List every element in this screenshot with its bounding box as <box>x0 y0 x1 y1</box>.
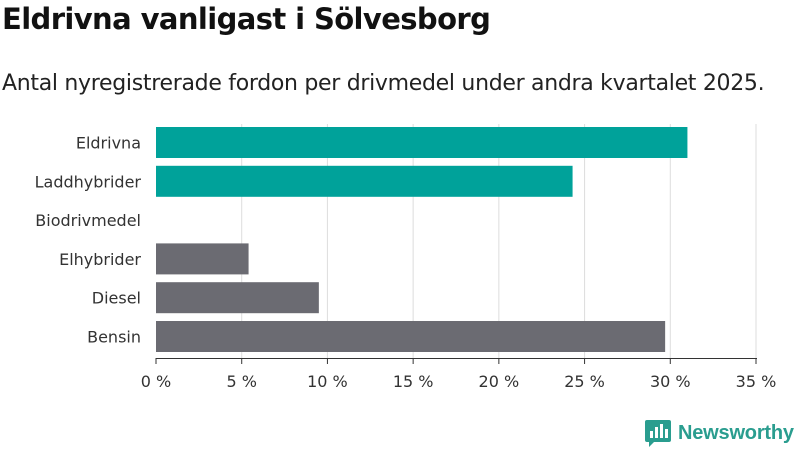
x-tick-label: 10 % <box>307 372 348 391</box>
x-tick-label: 35 % <box>736 372 777 391</box>
x-tick-label: 20 % <box>479 372 520 391</box>
x-tick-label: 0 % <box>141 372 171 391</box>
category-label: Biodrivmedel <box>35 211 141 230</box>
category-label: Elhybrider <box>59 250 141 269</box>
x-tick-label: 25 % <box>564 372 605 391</box>
x-tick-label: 30 % <box>650 372 691 391</box>
category-label: Bensin <box>87 328 141 347</box>
bar <box>156 165 573 197</box>
chart-subtitle: Antal nyregistrerade fordon per drivmede… <box>2 71 765 96</box>
newsworthy-logo-icon <box>645 420 671 447</box>
bar <box>156 127 688 158</box>
x-tick-label: 5 % <box>226 372 256 391</box>
category-label: Eldrivna <box>76 134 141 153</box>
x-tick-label: 15 % <box>393 372 434 391</box>
newsworthy-brand: Newsworthy <box>644 418 794 448</box>
chart-title: Eldrivna vanligast i Sölvesborg <box>2 2 491 36</box>
bar <box>156 243 249 275</box>
category-label: Laddhybrider <box>35 172 142 191</box>
category-label: Diesel <box>92 289 141 308</box>
bar <box>156 321 666 352</box>
bar <box>156 282 319 314</box>
brand-name: Newsworthy <box>678 421 794 444</box>
